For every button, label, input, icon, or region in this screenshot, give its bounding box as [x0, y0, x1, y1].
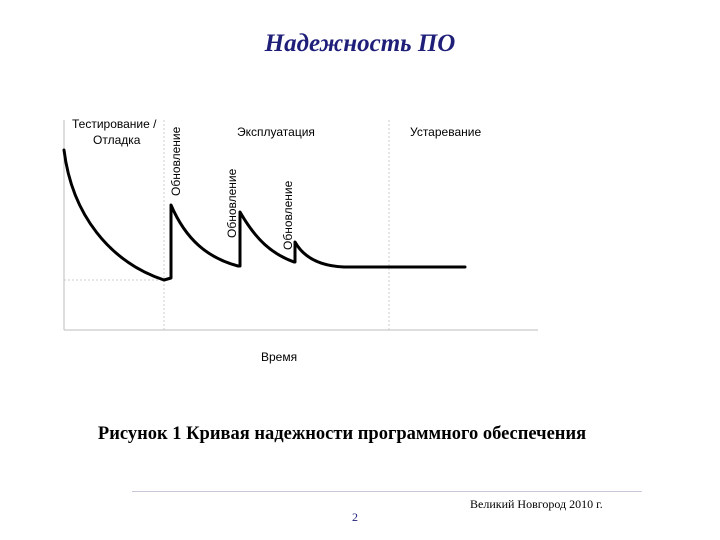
update-label-2: Обновление — [225, 168, 239, 238]
phase-label-obsolescence: Устаревание — [410, 125, 481, 139]
footer-divider — [132, 491, 642, 492]
update-label-1: Обновление — [169, 126, 183, 196]
slide-title: Надежность ПО — [264, 30, 456, 57]
figure-caption: Рисунок 1 Кривая надежности программного… — [97, 424, 587, 444]
page-number: 2 — [352, 510, 358, 524]
reliability-curve-diagram: Тестирование / Отладка Эксплуатация Уста… — [62, 117, 538, 364]
update-label-3: Обновление — [281, 180, 295, 250]
reliability-curve — [62, 148, 467, 282]
phase-label-operation: Эксплуатация — [237, 125, 315, 139]
phase-label-testing-line2: Отладка — [93, 133, 141, 147]
x-axis-label: Время — [261, 350, 297, 364]
footer-location-year: Великий Новгород 2010 г. — [470, 497, 603, 511]
phase-label-testing-line1: Тестирование / — [72, 117, 157, 131]
